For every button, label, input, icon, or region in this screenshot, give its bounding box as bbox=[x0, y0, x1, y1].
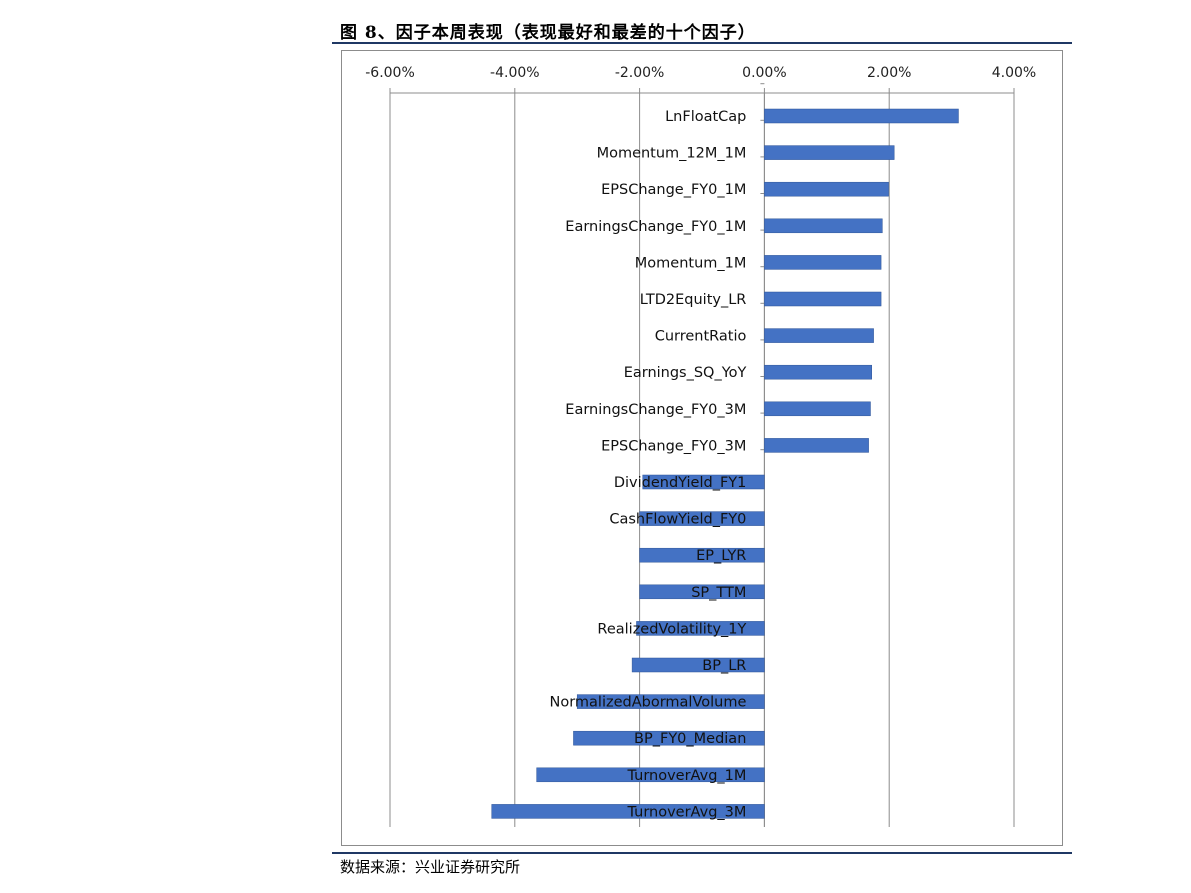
source-note: 数据来源：兴业证券研究所 bbox=[340, 858, 521, 876]
x-tick-label: -6.00% bbox=[365, 65, 415, 81]
x-tick-label: 4.00% bbox=[992, 65, 1036, 81]
x-axis-ticks: -6.00% -4.00% -2.00% 0.00% 2.00% 4.00% bbox=[365, 65, 1036, 94]
x-tick-label: -2.00% bbox=[615, 65, 665, 81]
x-tick-label: 0.00% bbox=[742, 65, 786, 81]
category-label: SP_TTM bbox=[691, 585, 746, 601]
category-label: BP_FY0_Median bbox=[634, 731, 746, 747]
category-label: TurnoverAvg_3M bbox=[626, 804, 746, 820]
category-label: EPSChange_FY0_1M bbox=[601, 182, 746, 198]
bar bbox=[642, 474, 765, 490]
source-rule bbox=[332, 852, 1072, 854]
category-label: Earnings_SQ_YoY bbox=[624, 365, 747, 381]
category-label: DividendYield_FY1 bbox=[614, 475, 747, 491]
bar bbox=[764, 145, 895, 160]
bar bbox=[576, 694, 765, 709]
category-label: Momentum_12M_1M bbox=[597, 146, 747, 162]
bar bbox=[764, 401, 871, 417]
bar bbox=[764, 291, 882, 307]
category-label: EarningsChange_FY0_1M bbox=[565, 219, 746, 235]
bar bbox=[764, 328, 874, 343]
bar bbox=[636, 621, 765, 636]
category-label: TurnoverAvg_1M bbox=[626, 768, 746, 784]
category-labels: LnFloatCap Momentum_12M_1M EPSChange_FY0_1… bbox=[549, 109, 746, 820]
category-label: EP_LYR bbox=[696, 548, 746, 564]
category-label: EPSChange_FY0_3M bbox=[601, 438, 746, 454]
category-label: CashFlowYield_FY0 bbox=[609, 512, 746, 528]
bar bbox=[491, 804, 765, 819]
category-label: CurrentRatio bbox=[655, 329, 747, 345]
bar bbox=[764, 438, 869, 453]
figure-title: 图 8、因子本周表现（表现最好和最差的十个因子） bbox=[340, 23, 756, 43]
bar bbox=[764, 218, 883, 234]
category-label: NormalizedAbormalVolume bbox=[549, 695, 746, 711]
bars bbox=[491, 108, 959, 819]
bar bbox=[764, 255, 882, 270]
bar bbox=[639, 511, 765, 526]
category-label: EarningsChange_FY0_3M bbox=[565, 402, 746, 418]
category-label: LnFloatCap bbox=[665, 109, 746, 125]
category-label: LTD2Equity_LR bbox=[640, 292, 747, 308]
bar bbox=[573, 730, 765, 746]
title-rule bbox=[332, 42, 1072, 44]
category-label: RealizedVolatility_1Y bbox=[597, 621, 746, 637]
bar bbox=[764, 364, 872, 380]
bar bbox=[536, 767, 765, 783]
bar bbox=[764, 108, 959, 124]
bar bbox=[764, 181, 889, 197]
chart-frame: -6.00% -4.00% -2.00% 0.00% 2.00% 4.00% LnFloa… bbox=[341, 50, 1063, 846]
bar bbox=[639, 547, 765, 563]
category-label: BP_LR bbox=[702, 658, 746, 674]
factor-performance-chart: -6.00% -4.00% -2.00% 0.00% 2.00% 4.00% LnFloa… bbox=[365, 65, 1036, 827]
x-tick-label: -4.00% bbox=[490, 65, 540, 81]
category-label: Momentum_1M bbox=[635, 255, 747, 271]
bar bbox=[639, 584, 765, 600]
bar bbox=[631, 657, 765, 673]
x-tick-label: 2.00% bbox=[867, 65, 911, 81]
